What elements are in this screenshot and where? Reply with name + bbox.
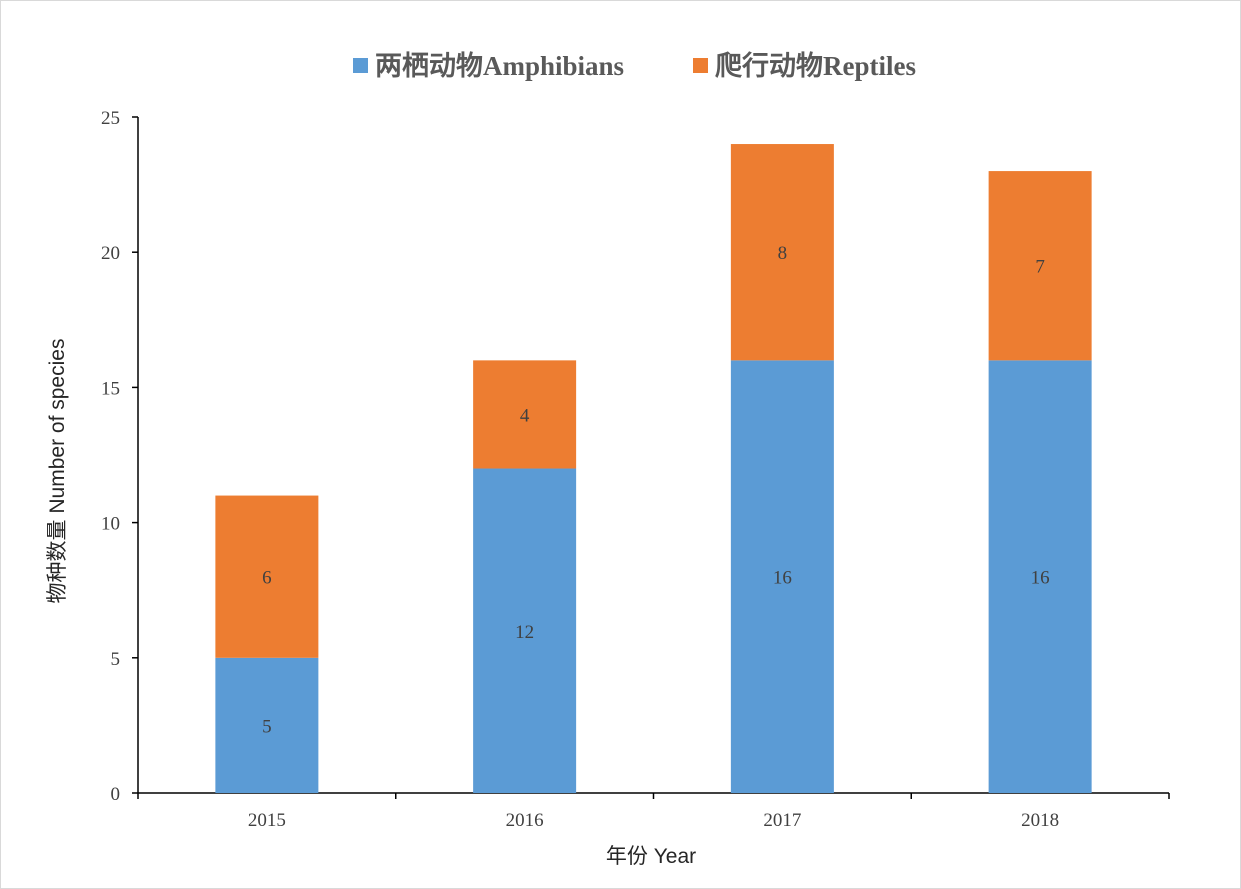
y-tick-label: 15 [101,378,120,399]
x-tick-label: 2015 [248,810,286,831]
bar-segment-amphibians [988,360,1092,793]
x-tick-label: 2018 [1021,810,1059,831]
legend-swatch [353,58,368,73]
data-label: 16 [1031,568,1050,589]
x-tick-label: 2017 [763,810,801,831]
legend-swatch [693,58,708,73]
legend: 两栖动物Amphibians 爬行动物Reptiles [353,50,916,81]
bar-segment-amphibians [473,468,577,793]
data-label: 7 [1035,257,1045,278]
y-axis: 0 5 10 15 20 25 [101,108,139,805]
data-label: 16 [773,568,792,589]
bars [215,144,1092,793]
y-tick-label: 20 [101,243,120,264]
y-tick-label: 0 [111,784,121,805]
data-label: 8 [778,243,788,264]
bar-segment-amphibians [730,360,834,793]
x-tick-label: 2016 [506,810,544,831]
data-labels: 5 6 12 4 16 8 16 7 [262,243,1050,737]
data-label: 12 [515,622,534,643]
bar-segment-amphibians [215,657,319,793]
bar-segment-reptiles [215,495,319,658]
data-label: 4 [520,405,530,426]
bar-segment-reptiles [988,171,1092,361]
bar-segment-reptiles [473,360,577,469]
y-tick-label: 25 [101,108,120,129]
legend-label: 两栖动物Amphibians [375,51,624,81]
y-tick-label: 10 [101,514,120,535]
data-label: 5 [262,716,272,737]
y-axis-title: 物种数量 Number of species [46,339,69,604]
bar-segment-reptiles [730,144,834,361]
y-tick-label: 5 [111,649,121,670]
data-label: 6 [262,568,272,589]
x-axis-title: 年份 Year [606,845,696,868]
x-axis: 2015 2016 2017 2018 [137,792,1170,831]
legend-label: 爬行动物Reptiles [715,50,916,81]
